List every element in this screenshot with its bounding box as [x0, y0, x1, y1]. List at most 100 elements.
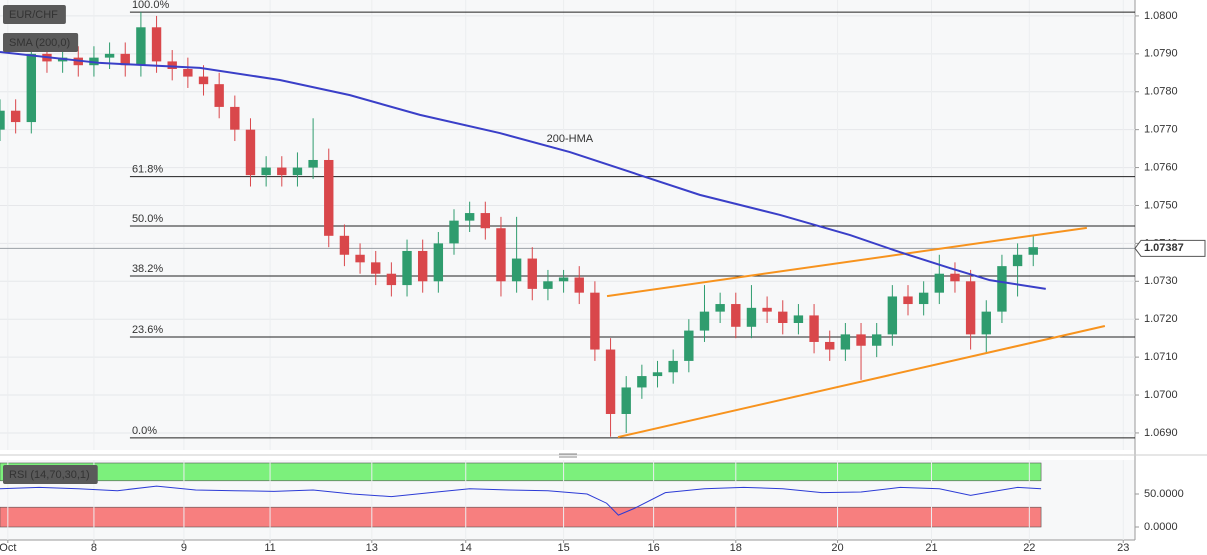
candle-body: [0, 110, 5, 130]
x-tick-label: 9: [181, 542, 187, 554]
candle-body: [840, 334, 851, 350]
candle-body: [183, 68, 193, 77]
y-tick-label: 1.0780: [1144, 86, 1178, 98]
x-tick-label: 15: [557, 542, 569, 554]
price-tag-box: [1134, 239, 1206, 257]
fib-label: 61.8%: [132, 164, 163, 176]
candle-body: [167, 61, 177, 69]
candle-body: [699, 311, 710, 331]
y-tick-label: 1.0710: [1144, 351, 1178, 363]
y-tick-label: 1.0760: [1144, 161, 1178, 173]
candle-body: [355, 254, 365, 263]
candle-body: [214, 84, 224, 107]
candle-body: [104, 53, 115, 58]
oversold-band: [0, 506, 1042, 528]
candle-body: [480, 213, 491, 229]
legend-box: [3, 33, 79, 52]
candle-body: [934, 273, 945, 293]
trendline: [606, 226, 1088, 298]
hma-label: 200-HMA: [547, 133, 594, 145]
candle-body: [511, 258, 522, 282]
candle-body: [120, 53, 130, 66]
candle-body: [793, 315, 804, 323]
rsi-line: [0, 485, 1042, 516]
candle-body: [825, 341, 835, 350]
candle-body: [402, 250, 412, 286]
x-tick-label: 11: [264, 542, 275, 554]
candle-body: [1012, 254, 1023, 267]
candle-body: [339, 235, 350, 255]
y-tick-label: 50.0000: [1144, 488, 1184, 500]
y-tick-label: 1.0770: [1144, 124, 1178, 136]
trendline: [617, 325, 1106, 439]
x-tick-label: 13: [366, 542, 378, 554]
candle-body: [449, 220, 459, 244]
price-tag: 1.07387: [1134, 239, 1206, 257]
candle-body: [997, 266, 1007, 312]
legend-entry: EUR/CHF: [3, 5, 66, 24]
legend-box: [3, 5, 66, 24]
candle-body: [746, 307, 757, 327]
x-tick-label: 23: [1117, 542, 1129, 554]
candle-body: [871, 334, 882, 346]
fib-label: 0.0%: [132, 425, 157, 437]
x-tick-label: 18: [730, 542, 742, 554]
legend-entry: RSI (14,70,30,1): [3, 465, 98, 484]
candle-body: [464, 213, 475, 221]
candle-body: [527, 258, 537, 289]
y-tick-label: 0.0000: [1144, 521, 1178, 533]
legend-label: SMA (200,0): [9, 37, 70, 49]
candle-body: [621, 387, 631, 414]
fib-label: 38.2%: [132, 263, 163, 275]
candle-body: [151, 27, 162, 62]
candle-body: [778, 311, 788, 323]
candle-body: [371, 262, 381, 274]
hma-line: [0, 50, 1046, 290]
y-tick-label: 1.0730: [1144, 275, 1178, 287]
candle-body: [965, 281, 976, 335]
candle-body: [856, 334, 866, 346]
candle-body: [715, 304, 725, 312]
candle-body: [918, 292, 929, 305]
candle-body: [277, 167, 287, 176]
y-tick-label: 1.0750: [1144, 199, 1178, 211]
legend-entry: SMA (200,0): [3, 33, 79, 52]
candle-body: [590, 292, 600, 350]
candle-body: [652, 372, 663, 377]
overbought-band: [0, 462, 1042, 482]
fib-label: 100.0%: [132, 0, 170, 11]
candle-body: [26, 53, 37, 123]
candle-body: [261, 167, 271, 176]
candle-body: [809, 315, 819, 342]
x-tick-label: 8: [91, 542, 97, 554]
legend-box: [3, 465, 98, 484]
y-tick-label: 1.0790: [1144, 48, 1178, 60]
candle-body: [637, 376, 647, 388]
candle-body: [230, 106, 240, 130]
candle-body: [245, 129, 256, 176]
candle-body: [762, 307, 772, 312]
candle-body: [10, 110, 21, 123]
candle-body: [950, 273, 960, 282]
price-tag-label: 1.07387: [1144, 242, 1184, 254]
candle-body: [981, 311, 991, 335]
candle-body: [903, 296, 913, 305]
candle-body: [684, 330, 694, 361]
candle-body: [433, 243, 444, 282]
candle-body: [386, 273, 397, 286]
x-tick-label: 20: [831, 542, 843, 554]
x-tick-label: Oct: [0, 542, 16, 554]
x-tick-label: 16: [647, 542, 659, 554]
candle-body: [731, 304, 741, 327]
candle-body: [292, 167, 303, 176]
fib-label: 50.0%: [132, 213, 163, 225]
x-tick-label: 21: [925, 542, 937, 554]
candle-body: [324, 159, 334, 236]
legend-label: RSI (14,70,30,1): [9, 469, 90, 481]
y-tick-label: 1.0690: [1144, 427, 1178, 439]
y-tick-label: 1.0700: [1144, 389, 1178, 401]
candle-body: [574, 277, 584, 293]
candle-body: [308, 159, 318, 168]
